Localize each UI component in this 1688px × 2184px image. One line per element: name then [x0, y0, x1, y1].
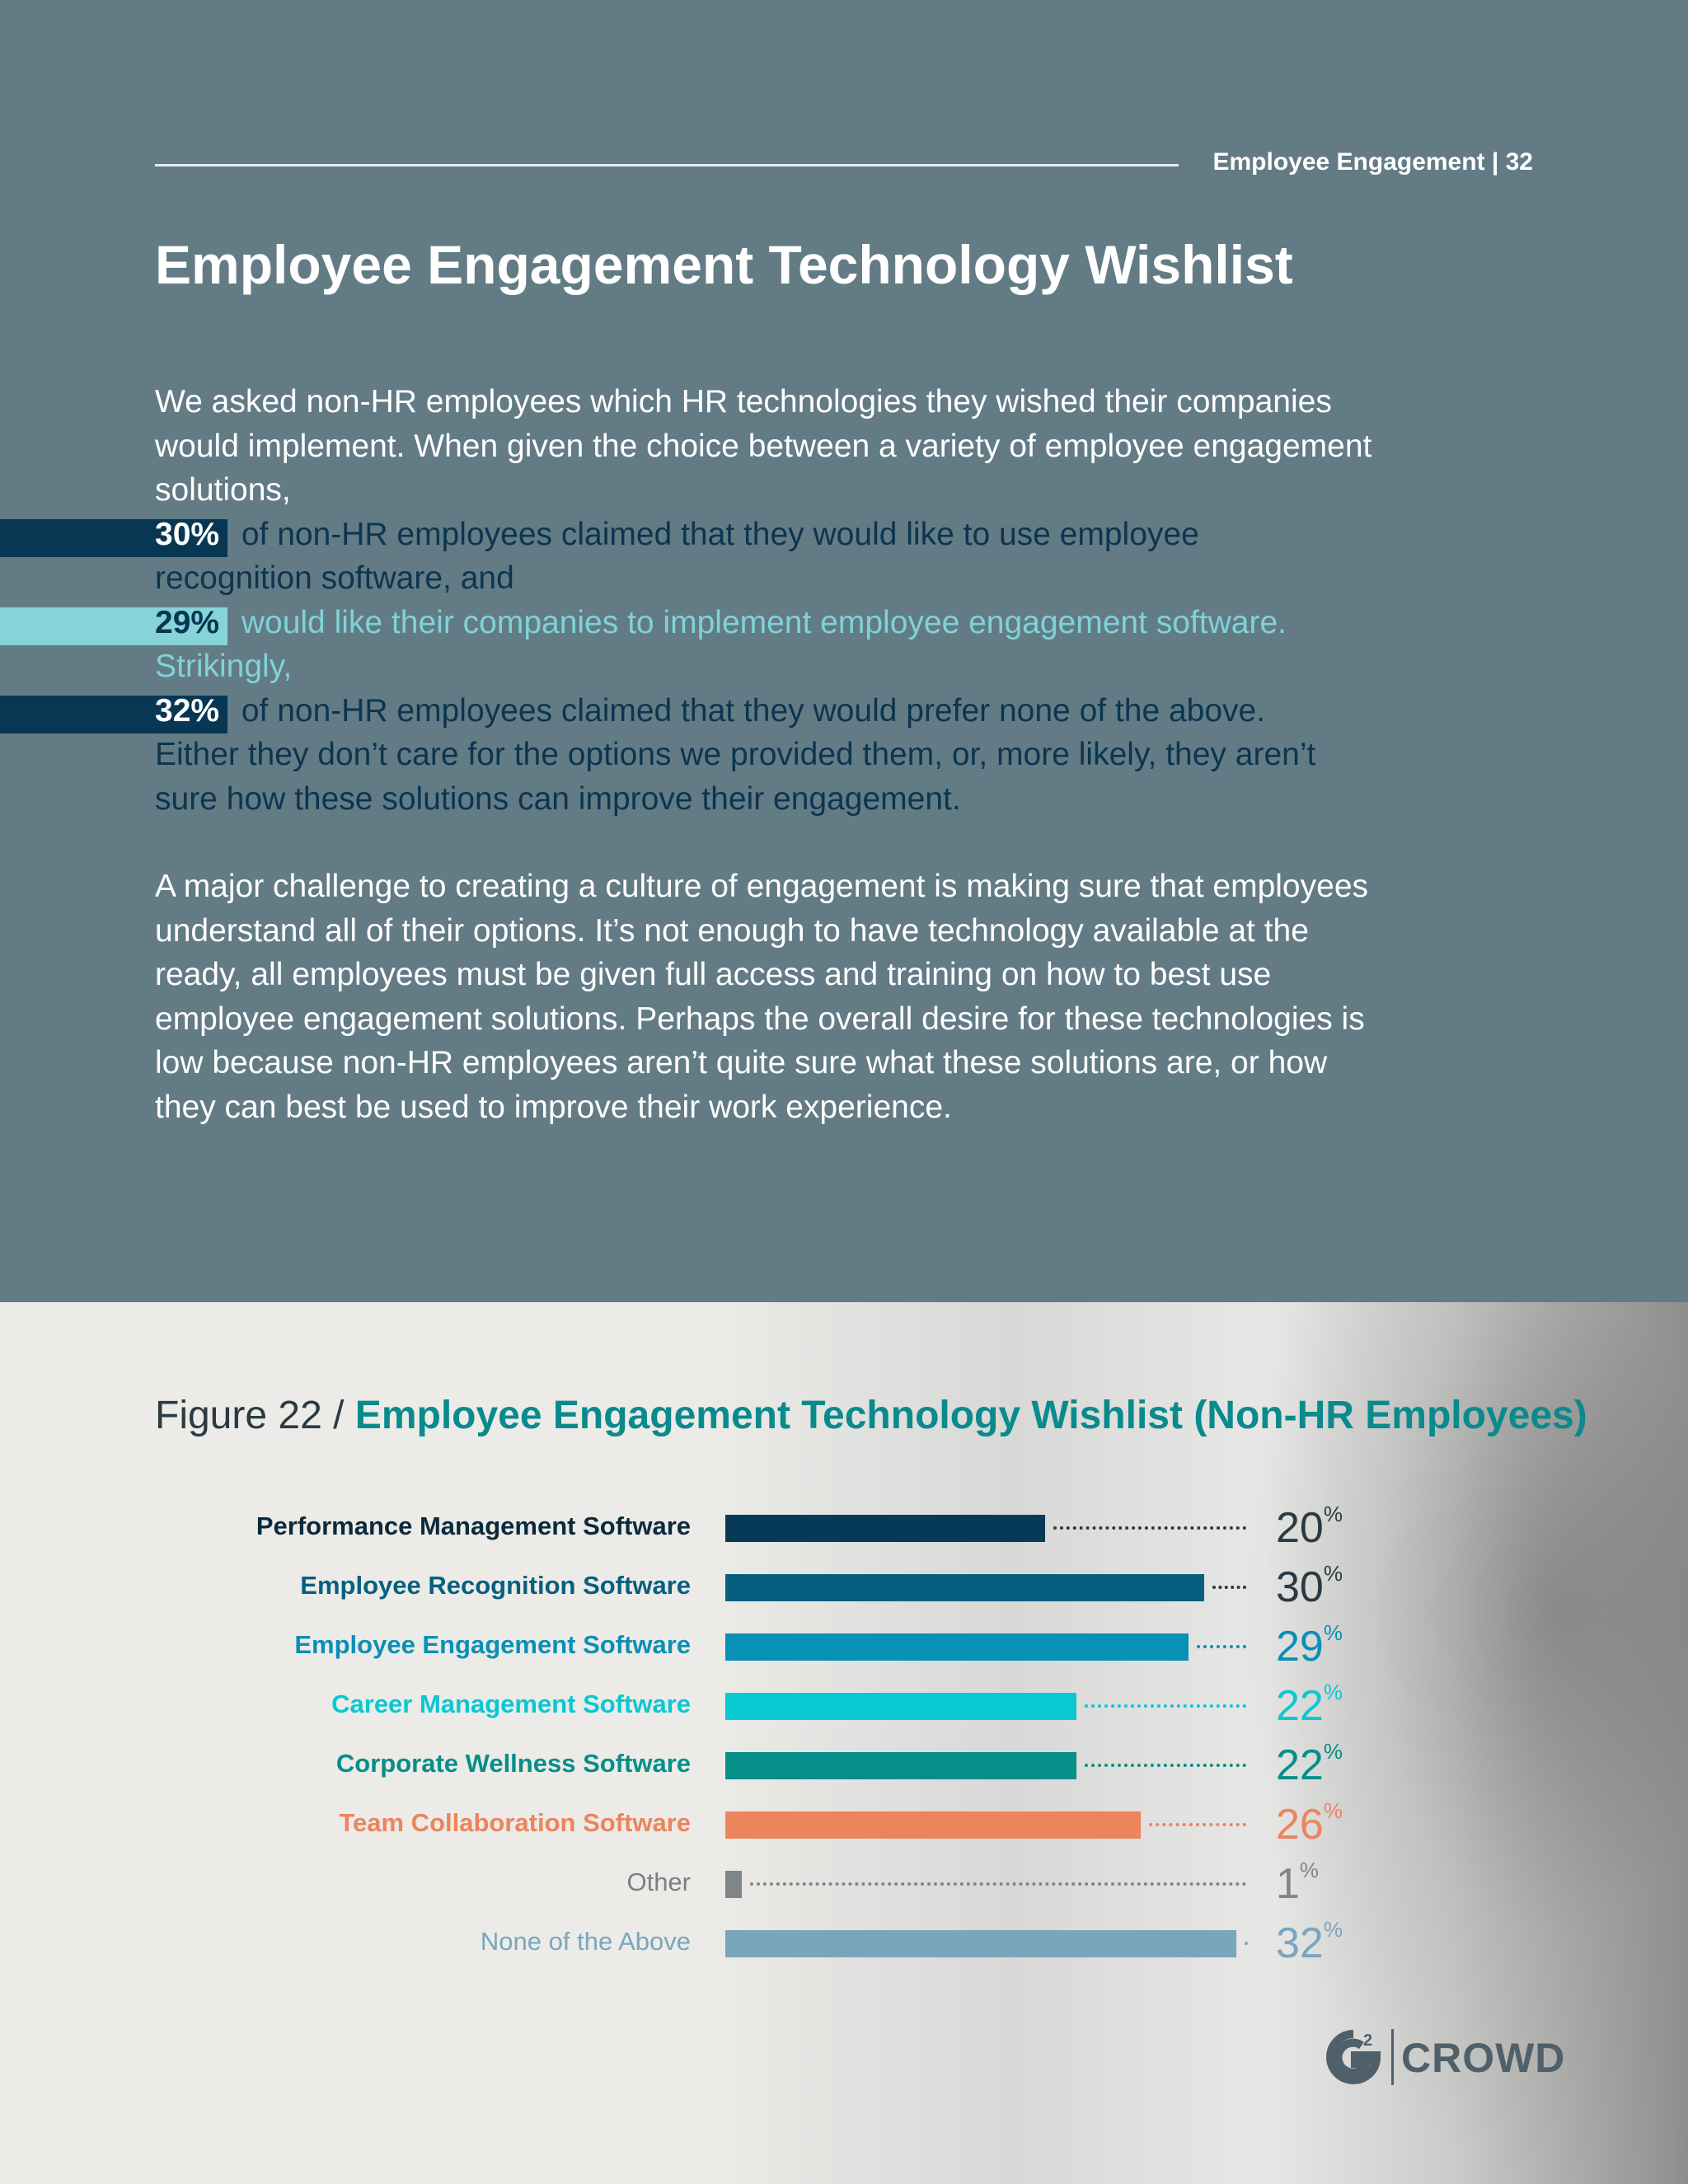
stat-text-continued: sure how these solutions can improve the…: [155, 780, 961, 817]
bar-value: 30%: [1276, 1561, 1343, 1612]
percent-sign: %: [1323, 1739, 1343, 1764]
stat-text-continued: recognition software, and: [155, 560, 514, 596]
top-section: [0, 0, 1688, 1302]
chart-row: Employee Recognition Software 30%: [0, 1559, 1688, 1619]
bar-leader-dots: [1085, 1704, 1246, 1708]
bar-value-number: 32: [1276, 1919, 1324, 1967]
bar-label: Other: [626, 1868, 691, 1896]
bar-leader-dots: [1085, 1764, 1246, 1767]
chart-row: Team Collaboration Software 26%: [0, 1797, 1688, 1856]
stat-text: would like their companies to implement …: [241, 604, 1287, 640]
bar-leader-dots: [1196, 1645, 1246, 1648]
bar-value-number: 29: [1276, 1623, 1324, 1671]
bar-value: 22%: [1276, 1680, 1343, 1731]
chart-row: Career Management Software 22%: [0, 1678, 1688, 1737]
percent-sign: %: [1323, 1620, 1343, 1645]
bar-label: Corporate Wellness Software: [335, 1749, 691, 1778]
stat-highlight-bar: [0, 518, 227, 557]
bar-leader-dots: [1053, 1526, 1246, 1530]
chart-row: Other 1%: [0, 1856, 1688, 1915]
logo-divider: [1391, 2029, 1394, 2085]
bar: [725, 1515, 1045, 1542]
bar-label: Team Collaboration Software: [339, 1808, 691, 1837]
stat-percent: 32%: [155, 692, 220, 729]
figure-title: Figure 22 / Employee Engagement Technolo…: [155, 1393, 1587, 1438]
percent-sign: %: [1323, 1561, 1343, 1586]
stat-highlight-bar: [0, 695, 227, 733]
stat-recognition: 30% of non-HR employees claimed that the…: [0, 513, 1375, 557]
stat-highlight-bar: [0, 607, 227, 645]
background-photo: [1236, 1302, 1688, 2184]
bar-leader-dots: [1212, 1586, 1246, 1589]
stat-percent: 30%: [155, 516, 220, 552]
bar-value: 1%: [1276, 1858, 1320, 1909]
bar: [725, 1811, 1141, 1839]
bar: [725, 1693, 1077, 1720]
bar-value-number: 22: [1276, 1682, 1324, 1730]
logo-text: CROWD: [1401, 2035, 1566, 2081]
bar-value-number: 1: [1276, 1860, 1300, 1908]
stat-engagement: 29% would like their companies to implem…: [0, 601, 1375, 645]
chart-row: Performance Management Software 20%: [0, 1500, 1688, 1559]
chart-row: Corporate Wellness Software 22%: [0, 1737, 1688, 1797]
figure-number: Figure 22 /: [155, 1394, 355, 1437]
stat-text-continued: Strikingly,: [155, 649, 293, 684]
bar: [725, 1752, 1077, 1779]
bar-value: 26%: [1276, 1798, 1343, 1849]
body-paragraph: A major challenge to creating a culture …: [155, 869, 1369, 1125]
percent-sign: %: [1299, 1858, 1320, 1882]
bar-label: Performance Management Software: [256, 1511, 691, 1540]
page-title: Employee Engagement Technology Wishlist: [155, 234, 1293, 295]
bar-value-number: 20: [1276, 1504, 1324, 1552]
percent-sign: %: [1323, 1680, 1343, 1704]
bar-value-number: 30: [1276, 1563, 1324, 1611]
bar-label: Employee Recognition Software: [300, 1571, 691, 1600]
percent-sign: %: [1323, 1917, 1343, 1942]
bar-label: None of the Above: [480, 1927, 691, 1956]
figure-section: [0, 1302, 1688, 2184]
bar-label: Career Management Software: [331, 1690, 691, 1718]
stat-none: 32% of non-HR employees claimed that the…: [0, 689, 1375, 733]
header-rule: [155, 164, 1179, 166]
bar-label: Employee Engagement Software: [294, 1630, 691, 1659]
stat-text: of non-HR employees claimed that they wo…: [241, 516, 1199, 552]
bar-value: 29%: [1276, 1620, 1343, 1671]
bar-value-number: 22: [1276, 1741, 1324, 1789]
bar: [725, 1930, 1236, 1957]
g2-logo-icon: 2: [1326, 2030, 1381, 2084]
figure-title-text: Employee Engagement Technology Wishlist …: [354, 1394, 1587, 1437]
stat-text-continued: Either they don’t care for the options w…: [155, 737, 1316, 772]
stat-percent: 29%: [155, 604, 220, 640]
g2-crowd-logo: 2 CROWD: [1322, 2026, 1564, 2088]
page-header-label: Employee Engagement | 32: [1212, 148, 1533, 176]
bar-value: 32%: [1276, 1917, 1343, 1968]
stat-text: of non-HR employees claimed that they wo…: [241, 692, 1266, 729]
bar: [725, 1574, 1205, 1601]
svg-text:2: 2: [1363, 2032, 1372, 2050]
intro-paragraph: We asked non-HR employees which HR techn…: [0, 380, 1375, 821]
bar-leader-dots: [1148, 1823, 1246, 1826]
bar: [725, 1871, 742, 1898]
percent-sign: %: [1323, 1502, 1343, 1526]
bar: [725, 1633, 1189, 1661]
chart-row: Employee Engagement Software 29%: [0, 1619, 1688, 1678]
chart-row: None of the Above 32%: [0, 1915, 1688, 1975]
bar-leader-dots: [1245, 1942, 1246, 1945]
bar-value: 22%: [1276, 1739, 1343, 1790]
bar-value-number: 26: [1276, 1801, 1324, 1849]
bar-leader-dots: [750, 1882, 1246, 1886]
percent-sign: %: [1323, 1798, 1343, 1823]
intro-text: We asked non-HR employees which HR techn…: [155, 384, 1372, 508]
bar-value: 20%: [1276, 1502, 1343, 1553]
